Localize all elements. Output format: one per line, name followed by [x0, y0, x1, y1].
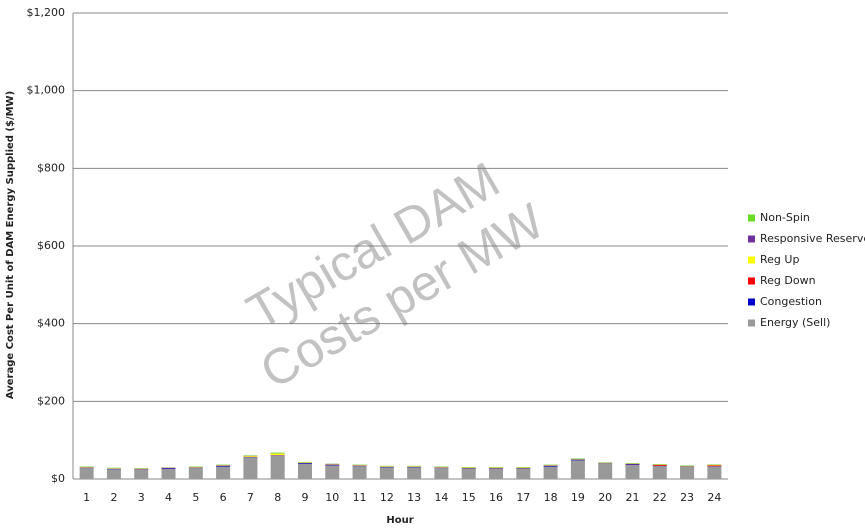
bar-segment: [489, 468, 504, 479]
x-tick-label: 17: [516, 491, 530, 504]
legend-swatch: [748, 214, 755, 222]
bar-segment: [543, 465, 558, 467]
x-tick-label: 23: [680, 491, 694, 504]
y-axis-title: Average Cost Per Unit of DAM Energy Supp…: [5, 91, 16, 399]
x-tick-label: 14: [434, 491, 448, 504]
x-tick-label: 24: [707, 491, 721, 504]
bar-segment: [243, 457, 258, 479]
x-tick-label: 4: [165, 491, 172, 504]
legend-swatch: [748, 256, 755, 264]
bar-segment: [106, 469, 121, 479]
bar-segment: [216, 466, 231, 479]
legend-label: Reg Up: [760, 253, 799, 266]
bar-segment: [652, 466, 667, 479]
bar-segment: [407, 467, 422, 479]
legend-label: Energy (Sell): [760, 316, 830, 329]
y-tick-label: $600: [37, 239, 65, 252]
bar-segment: [570, 460, 585, 479]
bar-segment: [707, 466, 722, 479]
x-tick-label: 21: [625, 491, 639, 504]
legend-swatch: [748, 277, 755, 285]
bar-segment: [297, 463, 312, 479]
x-tick-label: 3: [138, 491, 145, 504]
x-tick-label: 19: [571, 491, 585, 504]
bar-segment: [625, 465, 640, 479]
y-tick-label: $400: [37, 317, 65, 330]
bar-segment: [243, 455, 258, 457]
x-tick-label: 1: [83, 491, 90, 504]
bar-segment: [270, 452, 285, 454]
x-tick-label: 15: [462, 491, 476, 504]
legend-label: Congestion: [760, 295, 822, 308]
x-tick-label: 7: [247, 491, 254, 504]
x-tick-label: 8: [274, 491, 281, 504]
bar-segment: [707, 465, 722, 467]
bar-segment: [625, 464, 640, 466]
bar-segment: [270, 455, 285, 479]
bar-segment: [352, 466, 367, 479]
legend-swatch: [748, 319, 755, 327]
x-tick-label: 16: [489, 491, 503, 504]
bar-segment: [161, 468, 176, 479]
x-axis-title: Hour: [386, 515, 413, 526]
bar-segment: [379, 467, 394, 479]
bar-segment: [652, 465, 667, 466]
y-tick-label: $800: [37, 161, 65, 174]
bar-segment: [270, 453, 285, 456]
x-tick-label: 20: [598, 491, 612, 504]
x-tick-label: 6: [220, 491, 227, 504]
x-tick-label: 2: [110, 491, 117, 504]
bar-segment: [161, 468, 176, 469]
legend-swatch: [748, 235, 755, 243]
x-tick-label: 12: [380, 491, 394, 504]
y-tick-label: $200: [37, 394, 65, 407]
legend-label: Reg Down: [760, 274, 816, 287]
x-tick-label: 10: [325, 491, 339, 504]
x-tick-label: 18: [544, 491, 558, 504]
bar-segment: [79, 468, 94, 479]
bar-segment: [598, 463, 613, 479]
y-tick-label: $1,000: [27, 84, 66, 97]
x-tick-label: 9: [301, 491, 308, 504]
bar-segment: [516, 468, 531, 479]
bar-segment: [216, 465, 231, 467]
bar-segment: [461, 468, 476, 479]
y-tick-label: $0: [51, 472, 65, 485]
bar-segment: [188, 468, 203, 479]
bar-segment: [325, 465, 340, 479]
bar-segment: [325, 464, 340, 466]
x-tick-label: 11: [353, 491, 367, 504]
y-tick-label: $1,200: [27, 6, 66, 19]
legend-swatch: [748, 298, 755, 306]
bar-segment: [680, 466, 695, 479]
bar-segment: [570, 459, 585, 461]
bar-segment: [543, 466, 558, 479]
bar-segment: [434, 468, 449, 479]
bar-segment: [297, 463, 312, 464]
bar-segment: [134, 469, 149, 479]
x-tick-label: 22: [653, 491, 667, 504]
legend-label: Responsive Reserve: [760, 232, 865, 245]
x-tick-label: 13: [407, 491, 421, 504]
x-tick-label: 5: [192, 491, 199, 504]
legend-label: Non-Spin: [760, 211, 810, 224]
